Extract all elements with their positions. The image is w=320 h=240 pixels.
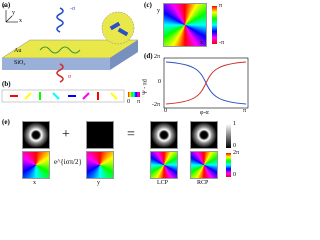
phase-map bbox=[163, 3, 207, 47]
panel-label: (b) bbox=[2, 80, 11, 88]
colorbar-label: 2π bbox=[233, 150, 240, 156]
figure: (a) -σ σ Au SiO₂ x y z (b) 0 π (c) π -π … bbox=[1, 1, 249, 186]
phase-map bbox=[22, 151, 50, 179]
zoom-circle bbox=[101, 11, 135, 45]
colorbar-label: π bbox=[137, 99, 141, 105]
axis-label: y bbox=[12, 10, 15, 16]
operator: + bbox=[62, 127, 70, 142]
slit bbox=[82, 92, 90, 100]
colorbar bbox=[212, 6, 217, 44]
y-tick-label: -2π bbox=[152, 102, 161, 108]
slit bbox=[52, 92, 60, 100]
x-axis-label: φ-α bbox=[200, 110, 209, 116]
panel-label: (d) bbox=[144, 52, 153, 60]
slit-array bbox=[1, 89, 125, 103]
phase-map bbox=[190, 151, 218, 179]
y-tick-label: 0 bbox=[158, 79, 161, 85]
caption: LCP bbox=[157, 180, 169, 186]
beam-top bbox=[56, 7, 64, 33]
caption: RCP bbox=[197, 180, 209, 186]
substrate-side bbox=[110, 40, 138, 70]
axis-label: x bbox=[19, 18, 22, 24]
panel-label: (e) bbox=[2, 118, 10, 126]
operator: = bbox=[127, 127, 135, 142]
intensity-map bbox=[190, 121, 218, 149]
panel-label: (a) bbox=[2, 1, 11, 9]
x-tick-label: π bbox=[243, 108, 247, 114]
slit bbox=[24, 92, 32, 100]
y-axis-label: Ψ - πd bbox=[142, 79, 149, 95]
spp-wave bbox=[39, 46, 81, 54]
colorbar-label: 0 bbox=[233, 143, 236, 149]
slit bbox=[109, 21, 121, 31]
colorbar-label: 0 bbox=[127, 99, 130, 105]
beam-label: σ bbox=[68, 74, 72, 80]
colorbar bbox=[226, 153, 231, 177]
layer-label: Au bbox=[14, 48, 22, 54]
figure-drawing bbox=[1, 7, 249, 109]
beam-bottom bbox=[56, 63, 64, 83]
intensity-map bbox=[86, 121, 114, 149]
phase-map bbox=[150, 151, 178, 179]
slit bbox=[117, 27, 129, 37]
intensity-map bbox=[150, 121, 178, 149]
colorbar bbox=[128, 92, 140, 97]
x-tick-label: 0 bbox=[164, 108, 167, 114]
layer-label: SiO₂ bbox=[14, 60, 26, 66]
y-tick-label: 2π bbox=[154, 54, 161, 60]
colorbar-label: -π bbox=[219, 40, 225, 46]
colorbar-label: 1 bbox=[233, 121, 236, 127]
axis-label: z bbox=[3, 3, 6, 9]
caption: x bbox=[33, 180, 36, 186]
caption: y bbox=[97, 180, 100, 186]
substrate bbox=[2, 58, 110, 70]
colorbar-label: 0 bbox=[233, 172, 236, 178]
phase-map bbox=[86, 151, 114, 179]
curve bbox=[165, 61, 247, 105]
axis-label: x bbox=[200, 40, 203, 46]
intensity-map bbox=[22, 121, 50, 149]
colorbar-label: π bbox=[219, 3, 223, 9]
phase-factor: e^{iσπ/2} bbox=[54, 158, 82, 166]
axis-label: y bbox=[157, 8, 160, 14]
panel-label: (c) bbox=[144, 1, 152, 9]
beam-label: -σ bbox=[70, 6, 76, 12]
colorbar bbox=[226, 124, 231, 148]
axis-arrow bbox=[5, 15, 13, 23]
slit bbox=[110, 92, 118, 100]
